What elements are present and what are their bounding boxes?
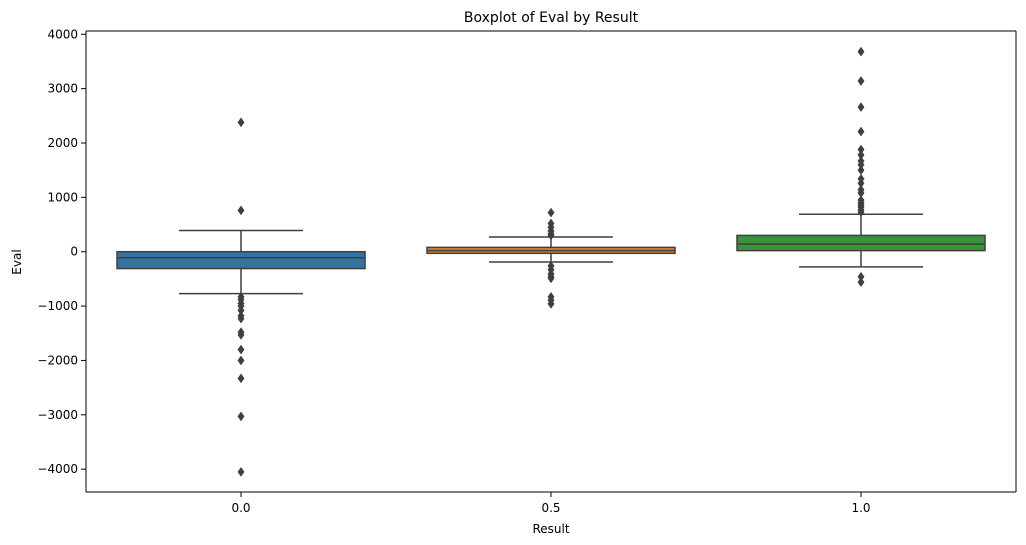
y-tick-label: −2000 (37, 353, 78, 367)
outlier-point (237, 313, 245, 324)
outlier-point (857, 126, 865, 137)
outlier-point (857, 102, 865, 113)
box-0.0 (116, 250, 366, 270)
outlier-point (237, 117, 245, 128)
chart-title: Boxplot of Eval by Result (464, 10, 639, 26)
y-tick-label: 2000 (47, 136, 78, 150)
outlier-point (237, 466, 245, 477)
outlier-point (547, 273, 555, 284)
outlier-point (237, 373, 245, 384)
plot-area: −4000 −3000 −2000 −1000 0 1000 2000 3000 4000 0.0… (37, 27, 1017, 515)
y-tick-label: −1000 (37, 299, 78, 313)
outlier-point (857, 76, 865, 86)
outlier-point (237, 344, 245, 355)
y-tick-label: −4000 (37, 462, 78, 476)
x-axis-label: Result (532, 522, 569, 536)
x-tick-label: 1.0 (851, 501, 870, 515)
y-tick-label: 3000 (47, 82, 78, 96)
box-1.0 (736, 234, 986, 252)
outlier-point (547, 230, 555, 241)
y-tick-label: −3000 (37, 408, 78, 422)
y-tick-label: 1000 (47, 190, 78, 204)
x-tick-label: 0.0 (231, 501, 250, 515)
outlier-point (857, 46, 865, 57)
y-axis-label: Eval (10, 249, 24, 274)
outlier-point (857, 277, 865, 288)
outlier-point (237, 205, 245, 216)
outlier-point (857, 207, 865, 217)
outlier-point (547, 207, 555, 218)
outlier-point (237, 329, 245, 340)
outlier-point (857, 165, 865, 176)
outlier-point (237, 355, 245, 366)
outlier-point (237, 411, 245, 422)
x-tick-label: 0.5 (541, 501, 560, 515)
y-tick-label: 0 (70, 245, 78, 259)
outlier-point (547, 298, 555, 309)
y-tick-label: 4000 (47, 27, 78, 41)
